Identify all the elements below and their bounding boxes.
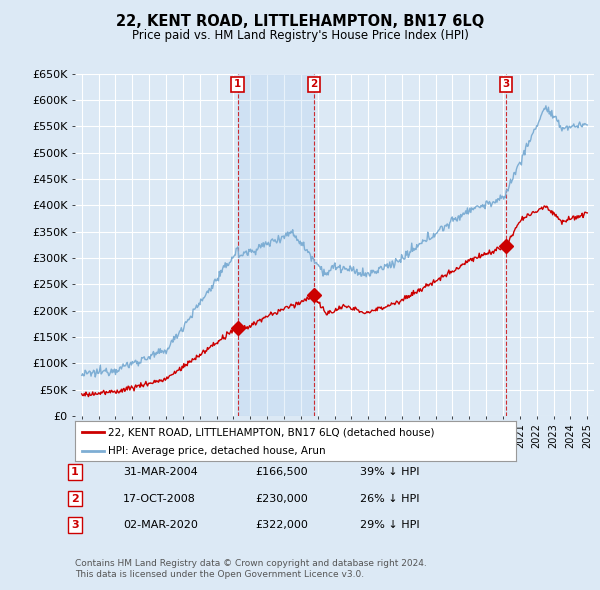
- Text: 2: 2: [71, 494, 79, 503]
- Text: This data is licensed under the Open Government Licence v3.0.: This data is licensed under the Open Gov…: [75, 571, 364, 579]
- Text: 22, KENT ROAD, LITTLEHAMPTON, BN17 6LQ: 22, KENT ROAD, LITTLEHAMPTON, BN17 6LQ: [116, 14, 484, 30]
- Text: 29% ↓ HPI: 29% ↓ HPI: [360, 520, 419, 530]
- Text: Price paid vs. HM Land Registry's House Price Index (HPI): Price paid vs. HM Land Registry's House …: [131, 29, 469, 42]
- Text: 26% ↓ HPI: 26% ↓ HPI: [360, 494, 419, 503]
- Text: 3: 3: [71, 520, 79, 530]
- Text: 1: 1: [71, 467, 79, 477]
- Text: £230,000: £230,000: [255, 494, 308, 503]
- Text: 2: 2: [310, 79, 318, 89]
- Text: £166,500: £166,500: [255, 467, 308, 477]
- Text: 1: 1: [234, 79, 241, 89]
- Text: 3: 3: [502, 79, 509, 89]
- Text: £322,000: £322,000: [255, 520, 308, 530]
- Text: 22, KENT ROAD, LITTLEHAMPTON, BN17 6LQ (detached house): 22, KENT ROAD, LITTLEHAMPTON, BN17 6LQ (…: [108, 427, 434, 437]
- Text: 02-MAR-2020: 02-MAR-2020: [123, 520, 198, 530]
- Text: 31-MAR-2004: 31-MAR-2004: [123, 467, 198, 477]
- Text: Contains HM Land Registry data © Crown copyright and database right 2024.: Contains HM Land Registry data © Crown c…: [75, 559, 427, 568]
- Bar: [238, 74, 314, 416]
- Text: HPI: Average price, detached house, Arun: HPI: Average price, detached house, Arun: [108, 445, 326, 455]
- Text: 39% ↓ HPI: 39% ↓ HPI: [360, 467, 419, 477]
- Text: 17-OCT-2008: 17-OCT-2008: [123, 494, 196, 503]
